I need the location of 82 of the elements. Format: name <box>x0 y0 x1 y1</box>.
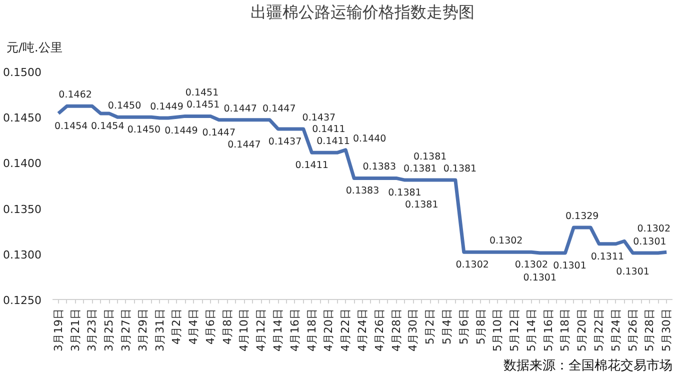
x-tick-label: 5月28日 <box>643 308 656 352</box>
x-tick-label: 5月18日 <box>558 308 572 352</box>
y-axis-title: 元/吨.公里 <box>6 40 62 54</box>
x-tick-label: 3月25日 <box>102 308 116 352</box>
data-label: 0.1302 <box>456 260 489 271</box>
x-tick-label: 5月2日 <box>424 308 437 344</box>
data-label: 0.1411 <box>316 136 350 148</box>
x-tick-label: 5月22日 <box>592 308 606 352</box>
data-label: 0.1454 <box>54 120 88 132</box>
x-tick-label: 4月12日 <box>254 308 268 352</box>
y-tick-label: 0.1450 <box>3 112 42 125</box>
x-tick-label: 4月28日 <box>390 308 403 352</box>
data-label: 0.1381 <box>405 200 438 211</box>
data-label: 0.1383 <box>362 162 396 173</box>
x-tick-label: 5月8日 <box>474 308 488 344</box>
x-tick-label: 4月4日 <box>187 308 200 344</box>
data-label: 0.1447 <box>224 103 257 114</box>
data-label: 0.1381 <box>388 188 422 199</box>
y-tick-label: 0.1300 <box>3 248 42 262</box>
x-tick-label: 4月2日 <box>170 308 184 344</box>
data-label: 0.1301 <box>553 260 586 272</box>
x-tick-label: 4月10日 <box>238 308 251 352</box>
x-tick-label: 3月31日 <box>153 308 166 352</box>
source-note: 数据来源：全国棉花交易市场 <box>504 358 672 374</box>
y-tick-label: 0.1500 <box>3 66 42 79</box>
x-tick-label: 5月4日 <box>440 308 454 344</box>
data-label: 0.1311 <box>590 251 624 262</box>
x-tick-label: 4月30日 <box>406 308 420 352</box>
data-label: 0.1302 <box>514 260 548 271</box>
data-label: 0.1411 <box>295 160 328 172</box>
y-tick-label: 0.1250 <box>3 294 42 307</box>
x-tick-label: 4月14日 <box>272 308 285 352</box>
x-tick-label: 4月8日 <box>220 308 234 344</box>
data-label: 0.1302 <box>489 236 523 247</box>
data-label: 0.1450 <box>108 100 142 112</box>
annotation: 0.1440 <box>352 133 386 144</box>
data-label: 0.1462 <box>58 90 92 101</box>
data-label: 0.1381 <box>413 152 447 163</box>
data-label: 0.1329 <box>566 210 599 222</box>
x-tick-label: 5月16日 <box>542 308 555 352</box>
x-tick-label: 3月27日 <box>119 308 132 352</box>
x-tick-label: 5月6日 <box>457 308 470 344</box>
data-label: 0.1437 <box>268 136 302 148</box>
x-tick-label: 3月19日 <box>52 308 65 352</box>
x-tick-label: 5月24日 <box>609 308 622 352</box>
data-label: 0.1411 <box>312 124 346 136</box>
data-label: 0.1447 <box>262 103 296 114</box>
data-label: 0.1437 <box>302 112 336 124</box>
data-label: 0.1454 <box>91 120 124 132</box>
x-tick-label: 4月22日 <box>339 308 352 352</box>
data-label: 0.1381 <box>443 164 477 175</box>
data-label: 0.1302 <box>637 224 671 235</box>
data-label: 0.1451 <box>186 100 220 111</box>
x-tick-label: 4月18日 <box>305 308 318 352</box>
data-label: 0.1383 <box>346 186 380 197</box>
data-label: 0.1301 <box>633 236 666 248</box>
x-tick-label: 3月29日 <box>136 308 150 352</box>
chart-title: 出疆棉公路运输价格指数走势图 <box>250 2 474 22</box>
data-label: 0.1451 <box>185 88 219 99</box>
data-label: 0.1301 <box>616 266 650 278</box>
x-tick-label: 4月26日 <box>372 308 386 352</box>
x-tick-label: 4月6日 <box>204 308 217 344</box>
y-tick-label: 0.1350 <box>3 202 42 216</box>
x-tick-label: 5月14日 <box>524 308 538 352</box>
x-tick-label: 5月20日 <box>576 308 589 352</box>
data-label: 0.1447 <box>202 127 236 138</box>
x-tick-label: 3月21日 <box>68 308 82 352</box>
data-label: 0.1447 <box>228 139 261 150</box>
data-label: 0.1301 <box>523 272 557 284</box>
data-label: 0.1381 <box>404 164 437 175</box>
y-tick-label: 0.1400 <box>3 157 42 170</box>
x-tick-label: 4月20日 <box>322 308 336 352</box>
x-tick-label: 3月23日 <box>86 308 99 352</box>
data-label: 0.1449 <box>164 126 198 137</box>
x-tick-label: 5月26日 <box>626 308 640 352</box>
x-tick-label: 5月12日 <box>508 308 522 352</box>
x-tick-label: 4月16日 <box>288 308 302 352</box>
x-tick-label: 4月24日 <box>356 308 369 352</box>
data-label: 0.1450 <box>127 124 161 136</box>
x-tick-label: 5月30日 <box>660 308 674 352</box>
x-tick-label: 5月10日 <box>491 308 504 352</box>
data-label: 0.1449 <box>150 102 184 113</box>
